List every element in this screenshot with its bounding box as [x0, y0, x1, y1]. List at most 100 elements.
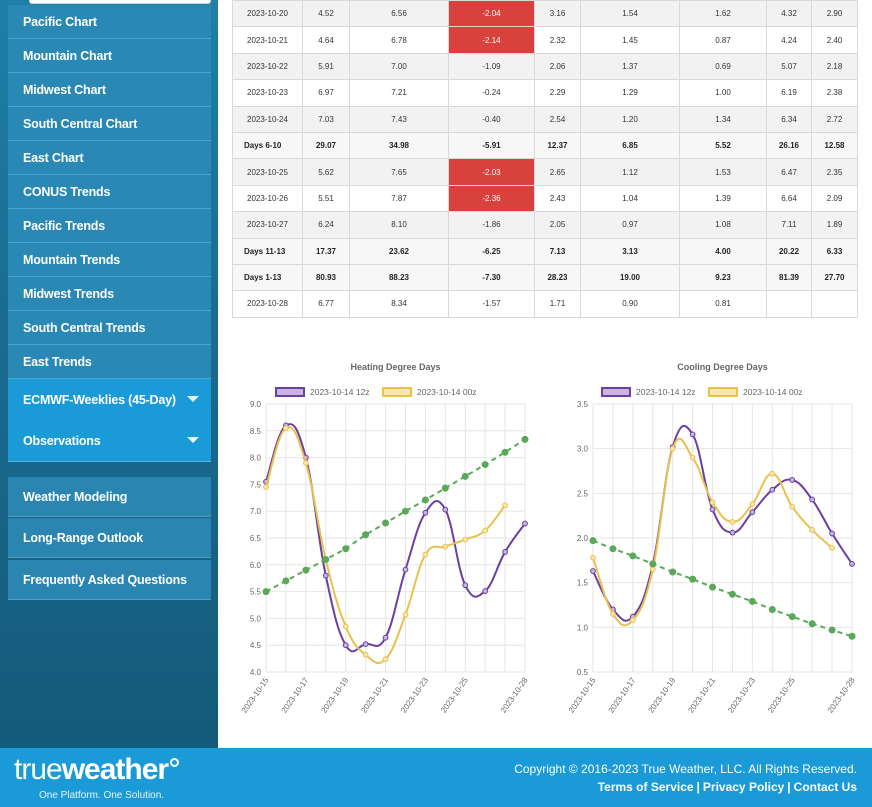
- table-cell: 6.64: [766, 184, 812, 213]
- sidebar-search-box[interactable]: [29, 0, 211, 4]
- data-point: [342, 623, 349, 630]
- sidebar-item-pacific-chart[interactable]: Pacific Chart: [8, 5, 211, 39]
- table-cell: 1.08: [679, 211, 767, 239]
- x-tick-label: 2023-10-23: [399, 676, 430, 715]
- table-cell: 5.52: [679, 131, 767, 160]
- legend-swatch: [275, 387, 305, 397]
- legend-swatch: [601, 387, 631, 397]
- legend-swatch: [382, 387, 412, 397]
- sidebar-item-label: Midwest Chart: [23, 82, 106, 97]
- data-point: [709, 506, 716, 513]
- x-tick-label: 2023-10-15: [240, 676, 271, 715]
- sidebar-item-mountain-trends[interactable]: Mountain Trends: [8, 243, 211, 277]
- heating-degree-days-chart: Heating Degree Days 2023-10-14 12z 2023-10…: [240, 362, 530, 715]
- sidebar-item-pacific-trends[interactable]: Pacific Trends: [8, 209, 211, 243]
- table-cell: 8.10: [349, 211, 449, 239]
- data-point: [629, 617, 636, 624]
- sidebar-item-midwest-trends[interactable]: Midwest Trends: [8, 277, 211, 311]
- sidebar-item-midwest-chart[interactable]: Midwest Chart: [8, 73, 211, 107]
- sidebar-item-south-central-chart[interactable]: South Central Chart: [8, 107, 211, 141]
- data-point: [362, 531, 370, 539]
- data-point: [689, 575, 697, 583]
- data-point: [749, 501, 756, 507]
- terms-of-service-link[interactable]: Terms of Service: [597, 780, 694, 794]
- sidebar-item-east-trends[interactable]: East Trends: [8, 345, 211, 379]
- data-point: [689, 454, 696, 461]
- table-cell: 6.97: [302, 79, 350, 107]
- data-point: [769, 470, 776, 477]
- data-point: [709, 499, 716, 506]
- table-cell: 88.23: [349, 263, 449, 292]
- x-tick-label: 2023-10-28: [826, 676, 857, 715]
- table-cell: 6.24: [302, 211, 350, 239]
- data-point: [422, 509, 429, 516]
- legend-label: 2023-10-14 00z: [743, 387, 803, 397]
- table-cell: 8.34: [349, 290, 449, 318]
- table-cell: 2023-10-24: [232, 105, 303, 133]
- table-cell: 0.90: [580, 290, 680, 318]
- table-cell: 3.16: [534, 0, 581, 28]
- sidebar-dropdown-observations[interactable]: Observations: [8, 420, 211, 462]
- data-point: [728, 590, 736, 598]
- table-cell: 2023-10-25: [232, 158, 303, 186]
- data-point: [263, 484, 269, 490]
- data-point: [789, 477, 796, 483]
- sidebar-link-weather-modeling[interactable]: Weather Modeling: [8, 477, 211, 517]
- table-row: 2023-10-23 6.97 7.21 -0.24 2.29 1.29 1.00 6.19 2…: [232, 79, 858, 107]
- table-cell: 6.47: [766, 158, 812, 186]
- sidebar-link-long-range-outlook[interactable]: Long-Range Outlook: [8, 518, 211, 558]
- legend-label: 2023-10-14 12z: [310, 387, 370, 397]
- data-point: [689, 431, 696, 438]
- x-tick-label: 2023-10-19: [646, 676, 677, 715]
- data-point: [402, 611, 409, 618]
- contact-us-link[interactable]: Contact Us: [793, 780, 857, 794]
- table-row: 2023-10-25 5.62 7.65 -2.03 2.65 1.12 1.53 6.47 2…: [232, 158, 858, 186]
- sidebar-link-faq[interactable]: Frequently Asked Questions: [8, 560, 211, 600]
- sidebar-item-east-chart[interactable]: East Chart: [8, 141, 211, 175]
- trueweather-logo[interactable]: trueweather One Platform. One Solution.: [14, 754, 180, 801]
- x-tick-label: 2023-10-17: [280, 676, 311, 715]
- table-cell: 4.52: [302, 0, 350, 28]
- y-tick-label: 2.5: [577, 489, 589, 498]
- data-point: [829, 530, 835, 537]
- sidebar-dropdown-ecmwf-weeklies[interactable]: ECMWF-Weeklies (45-Day): [8, 379, 211, 421]
- table-cell: 7.87: [349, 184, 449, 213]
- sidebar-item-label: Weather Modeling: [23, 489, 128, 504]
- table-cell: 2.65: [534, 158, 581, 186]
- table-cell: 7.00: [349, 52, 449, 81]
- data-point: [809, 527, 816, 533]
- table-cell: 20.22: [766, 237, 812, 265]
- data-point: [283, 425, 289, 432]
- table-cell: 2.05: [534, 211, 581, 239]
- data-point: [849, 561, 855, 567]
- sidebar-item-label: ECMWF-Weeklies (45-Day): [23, 392, 176, 407]
- table-cell: -5.91: [448, 131, 535, 160]
- data-point: [829, 544, 835, 551]
- link-separator: |: [696, 780, 700, 794]
- table-cell: 2.18: [811, 52, 858, 81]
- privacy-policy-link[interactable]: Privacy Policy: [702, 780, 785, 794]
- data-point: [382, 634, 389, 641]
- table-cell: 17.37: [302, 237, 350, 265]
- sidebar-item-conus-trends[interactable]: CONUS Trends: [8, 175, 211, 209]
- caret-down-icon: [187, 437, 199, 443]
- sidebar-item-label: Mountain Trends: [23, 252, 121, 267]
- data-point: [482, 588, 489, 594]
- sidebar-item-mountain-chart[interactable]: Mountain Chart: [8, 39, 211, 73]
- data-point: [521, 435, 529, 443]
- link-separator: |: [787, 780, 791, 794]
- table-cell: 1.34: [679, 105, 767, 133]
- legend-label: 2023-10-14 12z: [636, 387, 696, 397]
- sidebar-item-label: East Trends: [23, 354, 92, 369]
- data-point: [629, 552, 637, 560]
- table-cell: 1.53: [679, 158, 767, 186]
- data-point: [768, 605, 776, 613]
- table-cell: 6.85: [580, 131, 680, 160]
- table-row: 2023-10-28 6.77 8.34 -1.57 1.71 0.90 0.81: [232, 290, 858, 318]
- sidebar-item-south-central-trends[interactable]: South Central Trends: [8, 311, 211, 345]
- y-tick-label: 6.0: [250, 561, 262, 570]
- table-cell: 0.97: [580, 211, 680, 239]
- table-cell: [766, 290, 812, 318]
- y-tick-label: 4.0: [250, 668, 262, 677]
- table-cell: -6.25: [448, 237, 535, 265]
